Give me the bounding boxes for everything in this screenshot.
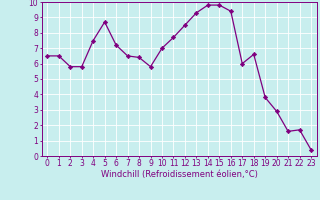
X-axis label: Windchill (Refroidissement éolien,°C): Windchill (Refroidissement éolien,°C) (101, 170, 258, 179)
